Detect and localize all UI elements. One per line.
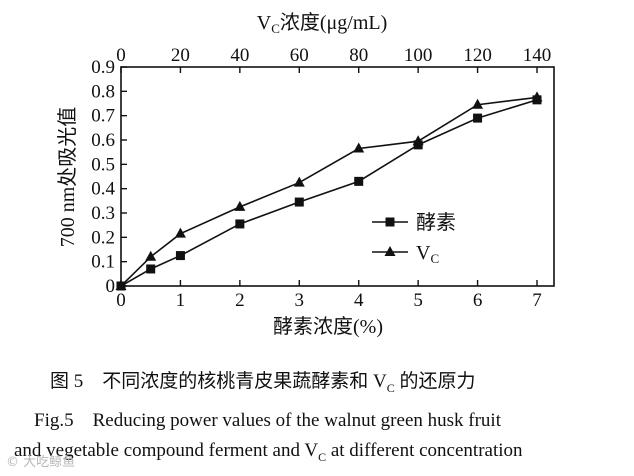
figure-caption-en-line2: and vegetable compound ferment and VC at… bbox=[14, 440, 523, 464]
top-tick-label: 140 bbox=[523, 45, 552, 66]
data-point bbox=[531, 91, 543, 102]
x-axis-title: 酵素浓度(%) bbox=[273, 315, 383, 338]
plot-axes bbox=[120, 66, 555, 287]
x-tick-label: 6 bbox=[473, 290, 483, 311]
watermark-text: © 大吃鲸鱼 bbox=[6, 455, 76, 470]
axis-ticks: 0 1 2 3 4 5 6 70 20 40 60 80 100 120 14000.10.20.30.40… bbox=[91, 45, 551, 311]
x-tick-label: 2 bbox=[235, 290, 245, 311]
x-tick-label: 5 bbox=[413, 290, 423, 311]
top-tick-label: 120 bbox=[463, 45, 492, 66]
top-tick-label: 0 bbox=[116, 45, 126, 66]
x-tick-label: 3 bbox=[295, 290, 305, 311]
data-point bbox=[294, 197, 304, 207]
x-tick-label: 4 bbox=[354, 290, 364, 311]
legend-marker bbox=[384, 246, 396, 256]
data-point bbox=[234, 200, 246, 211]
y-tick-label: 0.9 bbox=[91, 57, 115, 78]
x-tick-label: 7 bbox=[532, 290, 542, 311]
data-point bbox=[115, 280, 127, 290]
figure-caption-cn: 图 5 不同浓度的核桃青皮果蔬酵素和 VC 的还原力 bbox=[50, 371, 476, 395]
data-point bbox=[145, 250, 157, 261]
series-layer bbox=[115, 91, 543, 291]
legend-item: 酵素 bbox=[372, 211, 456, 234]
top-axis-title: VC浓度(μg/mL) bbox=[257, 11, 388, 36]
plot-frame bbox=[120, 66, 555, 287]
data-point bbox=[175, 251, 185, 261]
top-tick-label: 40 bbox=[230, 45, 249, 66]
series-ferment bbox=[116, 95, 542, 291]
y-tick-label: 0.3 bbox=[91, 203, 115, 224]
y-tick-label: 0.8 bbox=[91, 81, 115, 102]
data-point bbox=[472, 98, 484, 109]
y-axis-title: 700 nm处吸光值 bbox=[56, 107, 79, 248]
legend-label: VC bbox=[416, 242, 439, 266]
legend: 酵素 VC bbox=[372, 211, 456, 266]
y-tick-label: 0.2 bbox=[91, 227, 115, 248]
chart: 0 1 2 3 4 5 6 70 20 40 60 80 100 120 14000.10.20.30.40… bbox=[56, 11, 555, 338]
data-point bbox=[146, 264, 156, 274]
y-tick-label: 0.7 bbox=[91, 106, 115, 127]
data-point bbox=[473, 113, 483, 123]
legend-item: VC bbox=[372, 242, 439, 266]
x-tick-label: 1 bbox=[176, 290, 186, 311]
y-tick-label: 0 bbox=[106, 276, 116, 297]
data-point bbox=[174, 227, 186, 238]
series-vc bbox=[115, 91, 543, 290]
x-tick-label: 0 bbox=[116, 290, 126, 311]
y-tick-label: 0.6 bbox=[91, 130, 115, 151]
data-point bbox=[354, 176, 364, 186]
y-tick-label: 0.1 bbox=[91, 252, 115, 273]
data-point bbox=[412, 135, 424, 146]
y-tick-label: 0.4 bbox=[91, 179, 115, 200]
data-point bbox=[353, 142, 365, 153]
top-tick-label: 60 bbox=[290, 45, 309, 66]
y-tick-label: 0.5 bbox=[91, 154, 115, 175]
data-point bbox=[293, 176, 305, 187]
legend-marker bbox=[385, 217, 395, 227]
top-tick-label: 20 bbox=[171, 45, 190, 66]
legend-label: 酵素 bbox=[416, 211, 456, 234]
top-tick-label: 80 bbox=[349, 45, 368, 66]
top-tick-label: 100 bbox=[404, 45, 433, 66]
data-point bbox=[235, 219, 245, 229]
figure-caption-en-line1: Fig.5 Reducing power values of the walnu… bbox=[34, 410, 501, 431]
